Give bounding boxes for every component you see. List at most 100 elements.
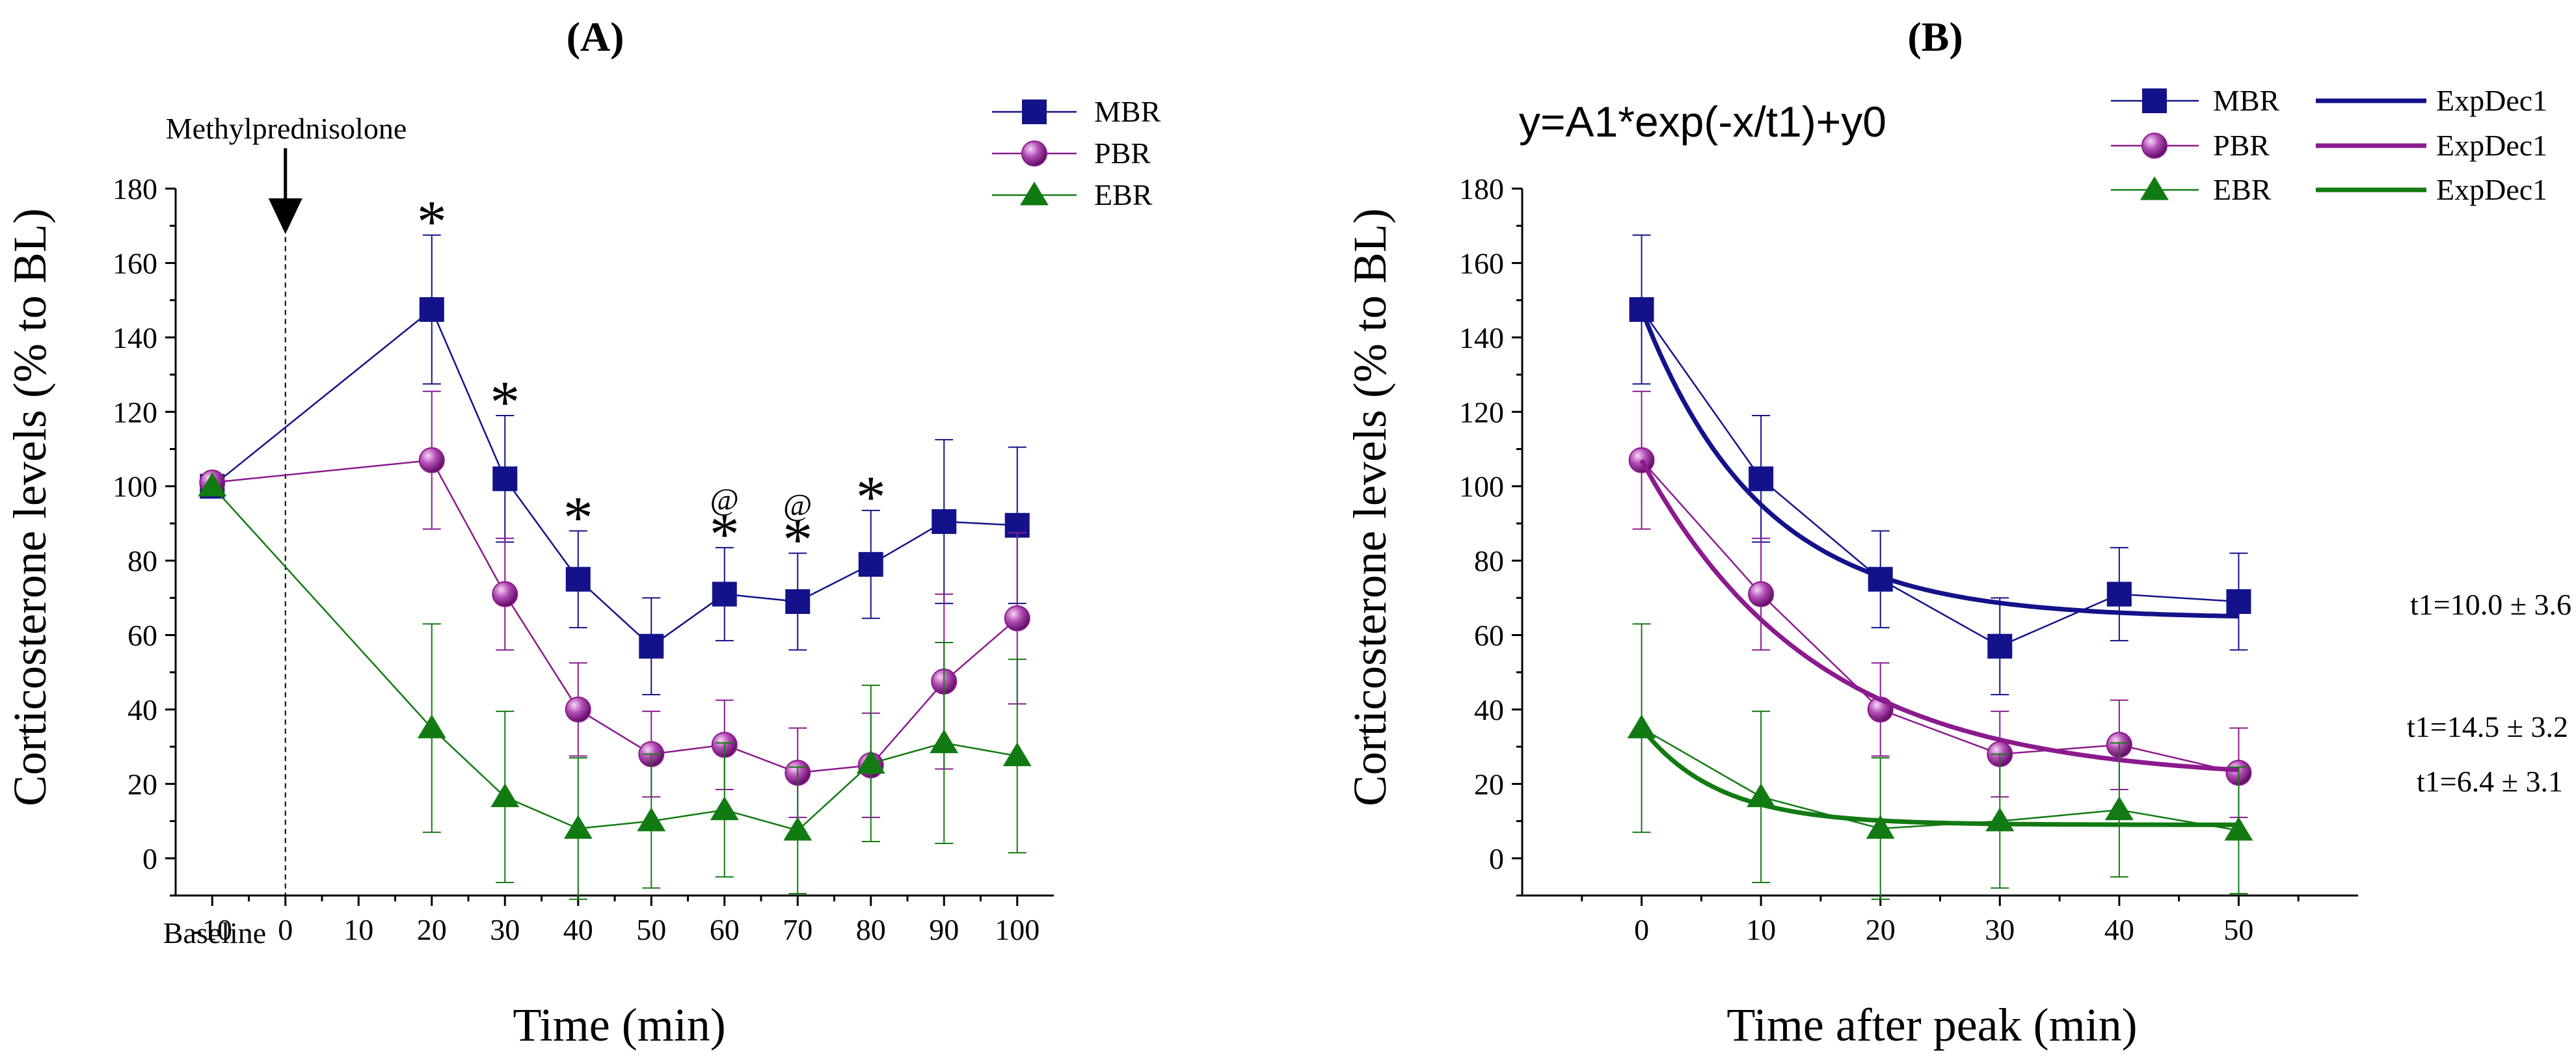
panel-a-series-ebr — [198, 472, 1032, 900]
panel-a-legend: MBR PBR EBR — [992, 95, 1161, 211]
significance-star: * — [563, 484, 593, 550]
fit-curve-ebr — [1639, 726, 2239, 827]
panel-a-x-tick-label: 50 — [636, 913, 666, 946]
panel-b-series-mbr — [1629, 234, 2251, 696]
data-point-ebr — [1866, 815, 1895, 839]
fit-label-mbr: t1=10.0 ± 3.6 — [2410, 588, 2571, 621]
panel-a-y-tick-label: 100 — [113, 470, 157, 503]
panel-b-y-tick-label: 120 — [1459, 395, 1504, 429]
data-point-mbr — [858, 551, 883, 577]
panel-b-x-tick-label: 50 — [2223, 913, 2253, 946]
panel-a-x-tick-label: 70 — [783, 913, 812, 946]
data-point-ebr — [637, 807, 666, 832]
panel-a-series-mbr — [200, 234, 1030, 696]
panel-a-x-tick-label: 0 — [278, 913, 293, 946]
legend-a-marker-ebr — [1020, 181, 1049, 206]
legend-b-marker-pbr — [2141, 133, 2167, 159]
panel-a-y-tick-label: 180 — [113, 172, 157, 206]
legend-b-pbr-label: PBR — [2213, 129, 2270, 162]
panel-b-y-tick-label: 180 — [1459, 172, 1504, 206]
data-point-ebr — [417, 714, 446, 739]
series-line-mbr — [1641, 309, 2239, 648]
panel-b-legend: MBR PBR EBR ExpDec1 ExpDec1 ExpDec1 — [2111, 84, 2547, 206]
data-point-pbr — [565, 696, 591, 723]
legend-b-marker-mbr — [2142, 88, 2167, 113]
panel-b-x-tick-label: 40 — [2104, 913, 2134, 946]
panel-a-x-tick-label: 90 — [929, 913, 959, 946]
legend-a-ebr-label: EBR — [1094, 178, 1153, 211]
panel-b-y-axis-title: Corticosterone levels (% to BL) — [1344, 208, 1396, 806]
panel-a-y-tick-label: 0 — [142, 842, 157, 875]
data-point-ebr — [1627, 714, 1656, 739]
legend-b-mbr-fit-label: ExpDec1 — [2436, 84, 2547, 117]
significance-star: * — [856, 464, 886, 530]
panel-b: (B) y=A1*exp(-x/t1)+y0 Corticosterone le… — [1344, 14, 2571, 1051]
fit-label-pbr: t1=14.5 ± 3.2 — [2407, 710, 2568, 743]
panel-b-y-tick-label: 20 — [1474, 767, 1504, 801]
panel-a-x-tick-label: 100 — [995, 913, 1040, 946]
data-point-pbr — [492, 581, 518, 607]
data-point-pbr — [418, 447, 445, 473]
panel-a-x-tick-label: -10 — [193, 913, 232, 946]
legend-a-marker-mbr — [1022, 100, 1047, 124]
legend-b-mbr-label: MBR — [2213, 84, 2280, 117]
fit-curve-mbr — [1639, 308, 2239, 619]
panel-b-x-tick-label: 10 — [1746, 913, 1776, 946]
panel-a-y-tick-label: 40 — [127, 693, 157, 726]
panel-a-y-tick-label: 160 — [113, 246, 157, 280]
panel-a-x-tick-label: 40 — [563, 913, 593, 946]
panel-b-y-tick-label: 80 — [1474, 544, 1504, 577]
panel-a-y-tick-label: 20 — [127, 767, 157, 801]
panel-a-plot: 0 20 40 60 80 100 120 140 160 180 -10 0 10 20 30 40 50 60… — [113, 148, 1054, 946]
panel-b-y-tick-label: 140 — [1459, 321, 1504, 354]
legend-a-marker-pbr — [1021, 140, 1047, 166]
panel-a: (A) Corticosterone levels (% to BL) Time… — [4, 14, 1161, 1051]
panel-a-x-tick-label: 20 — [417, 913, 447, 946]
methylprednisolone-annotation: Methylprednisolone — [166, 112, 407, 145]
data-point-ebr — [856, 750, 885, 774]
panel-a-x-tick-label: 60 — [710, 913, 740, 946]
panel-b-series-ebr — [1627, 623, 2253, 900]
series-line-ebr — [1641, 727, 2239, 832]
panel-a-x-axis-title: Time (min) — [513, 999, 725, 1051]
panel-a-x-tick-label: 80 — [856, 913, 886, 946]
legend-a-pbr-label: PBR — [1094, 137, 1151, 170]
panel-b-x-tick-label: 30 — [1985, 913, 2015, 946]
panel-b-label: (B) — [1907, 14, 1963, 60]
data-point-ebr — [1002, 742, 1032, 767]
panel-b-y-tick-label: 60 — [1474, 619, 1504, 652]
data-point-ebr — [710, 796, 739, 821]
data-point-ebr — [490, 783, 520, 808]
data-point-mbr — [785, 589, 811, 615]
injection-arrow-head — [268, 198, 302, 234]
legend-b-pbr-fit-label: ExpDec1 — [2436, 129, 2547, 162]
panel-a-label: (A) — [567, 14, 624, 60]
panel-a-y-tick-label: 140 — [113, 321, 157, 354]
significance-star: * — [490, 369, 520, 435]
panel-b-series-pbr — [1628, 390, 2252, 818]
data-point-ebr — [2104, 796, 2134, 821]
data-point-ebr — [930, 729, 959, 754]
significance-at: @ — [783, 488, 812, 523]
panel-b-y-tick-label: 0 — [1489, 842, 1504, 875]
data-point-mbr — [712, 581, 737, 607]
fit-label-ebr: t1=6.4 ± 3.1 — [2417, 765, 2563, 798]
data-point-ebr — [563, 815, 593, 839]
series-line-ebr — [211, 485, 1017, 832]
data-point-mbr — [492, 466, 518, 492]
legend-b-ebr-fit-label: ExpDec1 — [2436, 173, 2547, 206]
baseline-label: Baseline — [163, 916, 266, 949]
panel-a-x-tick-label: 10 — [343, 913, 373, 946]
series-line-pbr — [1641, 459, 2239, 774]
data-point-ebr — [783, 816, 812, 841]
data-point-mbr — [565, 566, 591, 592]
significance-at: @ — [710, 483, 739, 517]
legend-b-ebr-label: EBR — [2213, 173, 2272, 206]
data-point-mbr — [1749, 466, 1774, 492]
fit-equation: y=A1*exp(-x/t1)+y0 — [1519, 98, 1886, 146]
panel-b-x-tick-label: 20 — [1866, 913, 1896, 946]
data-point-mbr — [2106, 581, 2132, 607]
panel-a-y-tick-label: 120 — [113, 395, 157, 429]
panel-b-x-tick-label: 0 — [1634, 913, 1649, 946]
